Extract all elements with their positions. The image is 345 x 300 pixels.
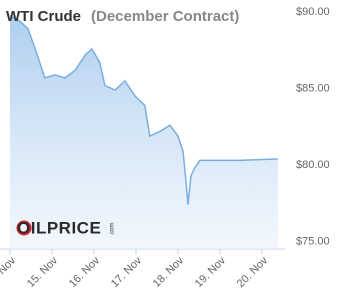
price-line — [9, 14, 278, 205]
y-tick-label: $75.00 — [296, 235, 330, 247]
x-tick-label: 20. Nov — [235, 254, 271, 290]
y-tick-label: $80.00 — [296, 159, 330, 171]
x-tick-label: 17. Nov — [109, 254, 145, 290]
x-tick-label: 19. Nov — [193, 254, 229, 290]
y-tick-label: $90.00 — [296, 6, 330, 18]
plot-area — [0, 14, 285, 255]
x-tick-label: 14. Nov — [0, 254, 19, 290]
logo-ring — [16, 220, 32, 236]
logo: OILPRICE — [17, 218, 101, 237]
x-tick-label: 16. Nov — [67, 254, 103, 290]
chart-subtitle: (December Contract) — [91, 8, 239, 25]
x-tick-label: 18. Nov — [151, 254, 187, 290]
x-tick-label: 15. Nov — [25, 254, 61, 290]
area-fill — [10, 15, 278, 249]
y-tick-label: $85.00 — [296, 83, 330, 95]
logo-suffix: .com — [110, 222, 116, 235]
chart-title: WTI Crude — [6, 8, 81, 25]
